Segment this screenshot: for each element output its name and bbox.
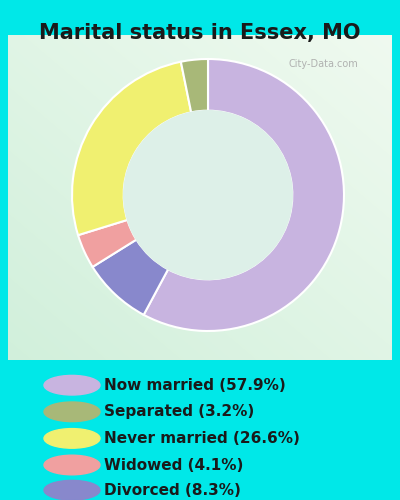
- Circle shape: [44, 428, 100, 448]
- Text: Marital status in Essex, MO: Marital status in Essex, MO: [39, 22, 361, 42]
- Text: Separated (3.2%): Separated (3.2%): [104, 404, 254, 419]
- Circle shape: [44, 376, 100, 395]
- Text: Never married (26.6%): Never married (26.6%): [104, 431, 300, 446]
- Wedge shape: [92, 240, 168, 315]
- Circle shape: [44, 455, 100, 475]
- Wedge shape: [72, 62, 191, 235]
- Wedge shape: [78, 220, 136, 267]
- Text: Widowed (4.1%): Widowed (4.1%): [104, 458, 243, 472]
- Text: Divorced (8.3%): Divorced (8.3%): [104, 482, 241, 498]
- Circle shape: [124, 110, 292, 280]
- Text: Now married (57.9%): Now married (57.9%): [104, 378, 286, 392]
- Circle shape: [44, 480, 100, 500]
- Wedge shape: [181, 59, 208, 112]
- Wedge shape: [144, 59, 344, 331]
- Circle shape: [44, 402, 100, 421]
- Text: City-Data.com: City-Data.com: [288, 59, 358, 69]
